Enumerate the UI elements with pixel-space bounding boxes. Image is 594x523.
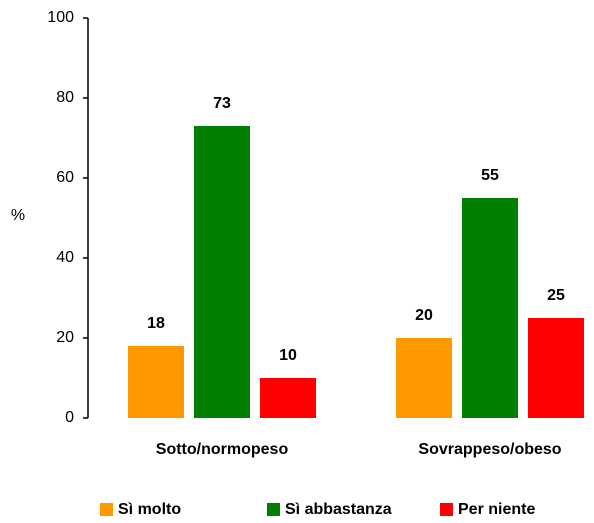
legend-swatch bbox=[267, 503, 280, 516]
y-tick-label: 100 bbox=[47, 9, 74, 26]
legend-label: Per niente bbox=[458, 501, 535, 518]
legend-swatch bbox=[440, 503, 453, 516]
value-label: 18 bbox=[147, 315, 165, 332]
value-label: 20 bbox=[415, 307, 433, 324]
y-tick-label: 0 bbox=[65, 409, 74, 426]
y-tick-label: 60 bbox=[56, 169, 74, 186]
bar bbox=[194, 126, 250, 418]
value-label: 10 bbox=[279, 347, 297, 364]
legend-label: Sì molto bbox=[118, 501, 181, 518]
y-axis-label: % bbox=[11, 207, 25, 224]
y-tick-label: 80 bbox=[56, 89, 74, 106]
legend-swatch bbox=[100, 503, 113, 516]
legend-label: Sì abbastanza bbox=[285, 501, 392, 518]
x-tick-label: Sotto/normopeso bbox=[156, 441, 289, 458]
value-label: 25 bbox=[547, 287, 565, 304]
bar bbox=[528, 318, 584, 418]
x-tick-label: Sovrappeso/obeso bbox=[418, 441, 561, 458]
value-label: 73 bbox=[213, 95, 231, 112]
y-tick-label: 20 bbox=[56, 329, 74, 346]
bar bbox=[260, 378, 316, 418]
y-tick-label: 40 bbox=[56, 249, 74, 266]
bar bbox=[396, 338, 452, 418]
bar bbox=[462, 198, 518, 418]
bar bbox=[128, 346, 184, 418]
value-label: 55 bbox=[481, 167, 499, 184]
